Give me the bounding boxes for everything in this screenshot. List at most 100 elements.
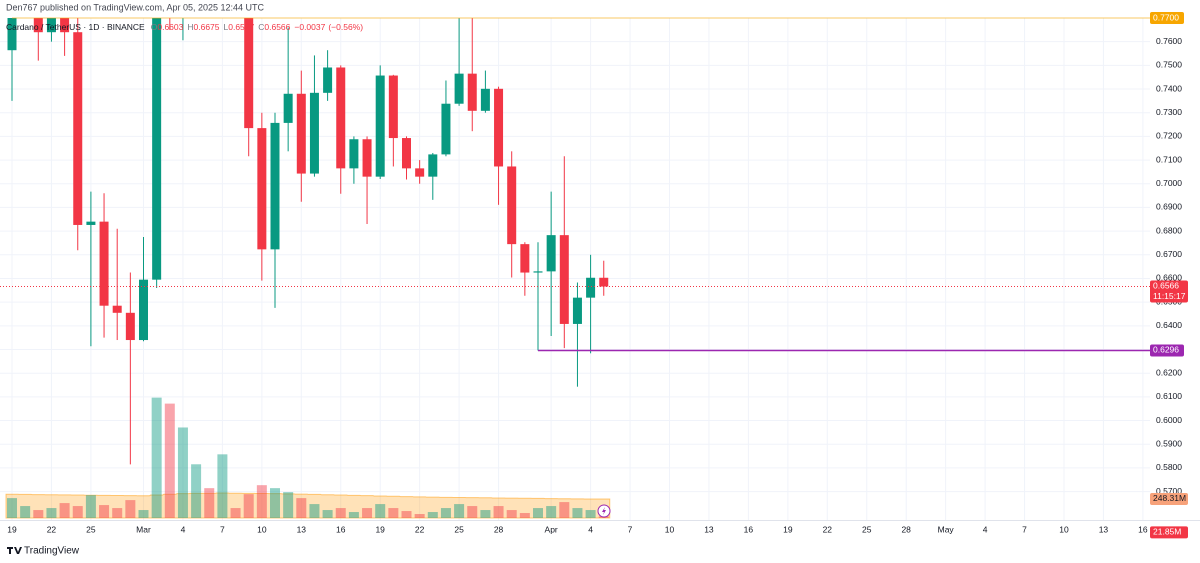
y-tick-label: 0.7500 xyxy=(1156,60,1182,70)
y-tick-label: 0.5700 xyxy=(1156,486,1182,496)
y-tick-label: 0.6600 xyxy=(1156,273,1182,283)
x-tick-label: 13 xyxy=(297,524,307,534)
candle-body xyxy=(520,244,530,273)
legend: Cardano / TetherUS · 1D · BINANCE O0.6603… xyxy=(6,22,363,32)
volume-bar xyxy=(322,510,333,518)
candle-body xyxy=(349,139,359,169)
volume-bar xyxy=(72,506,83,518)
candle-body xyxy=(86,221,96,225)
l-label: L xyxy=(224,22,229,32)
candle-body xyxy=(7,18,17,51)
candle-body xyxy=(388,75,398,139)
y-tick-label: 0.7300 xyxy=(1156,107,1182,117)
candles xyxy=(7,18,609,465)
volume-bar xyxy=(99,505,110,518)
countdown: 11:15:17 xyxy=(1153,291,1186,301)
y-tick-label: 0.6900 xyxy=(1156,202,1182,212)
x-tick-label: 4 xyxy=(181,524,186,534)
x-tick-label: 13 xyxy=(704,524,714,534)
x-tick-label: 13 xyxy=(1099,524,1109,534)
price-badge xyxy=(1150,12,1184,24)
x-tick-label: 19 xyxy=(783,524,793,534)
volume-bar xyxy=(112,508,123,518)
candle-body xyxy=(467,73,477,111)
x-tick-label: 16 xyxy=(744,524,754,534)
candle-body xyxy=(73,32,83,225)
volume-bar xyxy=(217,454,228,518)
volume-bar xyxy=(348,512,359,518)
x-tick-label: Mar xyxy=(136,524,151,534)
volume-bar xyxy=(138,510,149,518)
volume-bar xyxy=(204,488,215,518)
c-value: 0.6566 xyxy=(264,22,290,32)
l-value: 0.6527 xyxy=(228,22,254,32)
volume-bar xyxy=(533,508,543,518)
price-badge-label: 0.7700 xyxy=(1153,12,1179,22)
y-tick-label: 0.5900 xyxy=(1156,438,1182,448)
candle-body xyxy=(375,75,385,177)
candle-body xyxy=(112,305,122,313)
volume-bar xyxy=(401,511,412,518)
candle-body xyxy=(546,235,556,272)
candle-body xyxy=(152,18,162,280)
x-tick-label: 25 xyxy=(862,524,872,534)
volume-bar xyxy=(375,504,386,518)
volume-bar xyxy=(296,498,307,518)
candle-body xyxy=(244,18,254,129)
volume-bar xyxy=(559,502,570,518)
x-tick-label: 19 xyxy=(375,524,385,534)
y-tick-label: 0.6000 xyxy=(1156,415,1182,425)
candle-body xyxy=(60,18,70,33)
volume-bar xyxy=(388,508,399,518)
alert-icon[interactable] xyxy=(597,504,611,518)
brand-logo: TradingView xyxy=(7,546,80,557)
candle-body xyxy=(296,93,306,174)
candle-body xyxy=(33,18,43,33)
x-tick-label: 25 xyxy=(86,524,96,534)
volume-bar xyxy=(546,506,557,518)
candle-body xyxy=(283,93,293,123)
volume-bar xyxy=(151,397,162,518)
x-tick-label: 4 xyxy=(588,524,593,534)
candle-body xyxy=(46,18,56,33)
x-tick-label: 7 xyxy=(1022,524,1027,534)
candle-body xyxy=(270,122,280,250)
volume-bar xyxy=(519,513,530,518)
volume-bar xyxy=(270,488,280,518)
grid xyxy=(0,18,1150,520)
h-label: H xyxy=(187,22,193,32)
x-tick-label: 10 xyxy=(1059,524,1069,534)
volume-bar xyxy=(125,500,136,518)
o-value: 0.6603 xyxy=(157,22,183,32)
volume-bar xyxy=(33,510,44,518)
volume-bar xyxy=(20,506,31,518)
volume-bar xyxy=(283,492,294,518)
candle-body xyxy=(139,279,148,341)
x-tick-label: 10 xyxy=(665,524,675,534)
y-tick-label: 0.7000 xyxy=(1156,178,1182,188)
x-tick-label: 28 xyxy=(494,524,504,534)
candle-body xyxy=(533,271,543,273)
x-tick-label: May xyxy=(938,524,955,534)
candle-body xyxy=(402,138,411,169)
y-tick-label: 0.6700 xyxy=(1156,249,1182,259)
candle-body xyxy=(494,88,504,167)
y-tick-label: 0.7200 xyxy=(1156,131,1182,141)
x-tick-label: 19 xyxy=(7,524,17,534)
candle-body xyxy=(507,166,517,245)
volume-bar xyxy=(440,508,451,518)
x-tick-label: 28 xyxy=(901,524,911,534)
c-label: C xyxy=(258,22,264,32)
logo-mark xyxy=(7,547,22,554)
volume-bar xyxy=(177,427,188,518)
x-tick-label: 22 xyxy=(47,524,57,534)
volume-bar xyxy=(467,506,478,518)
publisher-note: Den767 published on TradingView.com, Apr… xyxy=(6,2,265,12)
alert-bolt[interactable] xyxy=(602,507,606,515)
volume-bar xyxy=(164,403,175,518)
price-lines xyxy=(0,17,1150,352)
volume-bar xyxy=(585,510,596,518)
volume-bar xyxy=(59,503,70,518)
